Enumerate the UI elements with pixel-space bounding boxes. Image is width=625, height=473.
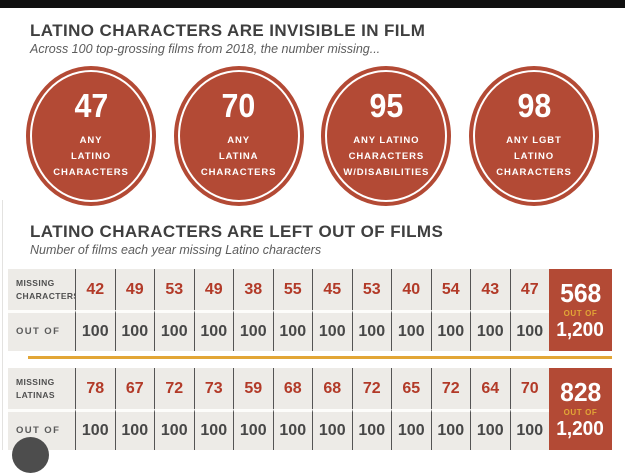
missing-value-cell: 64 (470, 368, 510, 409)
stat-label: ANY LATINO CHARACTERS (53, 135, 129, 178)
stat-value: 70 (221, 87, 256, 124)
section1-title: LATINO CHARACTERS ARE INVISIBLE IN FILM (30, 21, 426, 40)
out-of-value-cell: 100 (391, 310, 431, 351)
row-label-out-of: OUT OF (8, 310, 75, 351)
out-of-value-cell: 100 (430, 310, 470, 351)
missing-value-cell: 67 (114, 368, 154, 409)
stat-circle-any-latina: 70 ANY LATINA CHARACTERS (173, 66, 304, 206)
missing-value-cell: 38 (233, 269, 273, 310)
out-of-value-cell: 100 (470, 310, 510, 351)
out-of-value-cell: 100 (154, 409, 194, 450)
missing-value-cell: 68 (312, 368, 352, 409)
missing-value-cell: 72 (430, 368, 470, 409)
stat-value: 47 (74, 87, 108, 124)
out-of-value-cell: 100 (233, 409, 273, 450)
missing-value-cell: 54 (430, 269, 470, 310)
missing-value-cell: 49 (193, 269, 233, 310)
missing-value-cell: 55 (272, 269, 312, 310)
decorative-corner-circle (12, 437, 49, 473)
missing-value-cell: 42 (75, 269, 115, 310)
missing-value-cell: 78 (75, 368, 115, 409)
out-of-value-cell: 100 (470, 409, 510, 450)
row-label-missing-latinas: MISSING LATINAS (8, 368, 75, 409)
total-value: 568 (559, 278, 602, 308)
total-out-of-label: OUT OF (563, 408, 598, 417)
stat-circles-row: 47 ANY LATINO CHARACTERS 70 ANY LATINA C… (0, 66, 625, 206)
page-left-edge-line (2, 200, 3, 450)
stat-label: ANY LATINA CHARACTERS (200, 135, 277, 178)
missing-value-cell: 47 (509, 269, 549, 310)
stat-circle-latino-disabilities: 95 ANY LATINO CHARACTERS W/DISABILITIES (321, 66, 452, 206)
section-invisible-header: LATINO CHARACTERS ARE INVISIBLE IN FILM … (0, 21, 625, 56)
total-denominator: 1,200 (556, 418, 605, 440)
missing-value-cell: 49 (114, 269, 154, 310)
stat-circle-any-latino: 47 ANY LATINO CHARACTERS (26, 66, 156, 206)
missing-latinas-table: MISSING LATINAS 78 67 72 73 59 68 68 72 65 72 64 70… (8, 368, 612, 450)
missing-value-cell: 68 (272, 368, 312, 409)
section-left-out-header: LATINO CHARACTERS ARE LEFT OUT OF FILMS … (0, 222, 625, 257)
out-of-value-cell: 100 (114, 310, 154, 351)
out-of-value-cell: 100 (351, 310, 391, 351)
out-of-value-cell: 100 (312, 310, 352, 351)
stat-value: 98 (517, 87, 551, 124)
total-block-missing-latinas: 828 OUT OF 1,200 (549, 368, 612, 450)
out-of-value-cell: 100 (430, 409, 470, 450)
out-of-value-cell: 100 (75, 409, 115, 450)
out-of-value-cell: 100 (193, 409, 233, 450)
missing-value-cell: 72 (351, 368, 391, 409)
out-of-value-cell: 100 (233, 310, 273, 351)
out-of-value-cell: 100 (509, 409, 549, 450)
top-black-bar (0, 0, 625, 8)
missing-value-cell: 72 (154, 368, 194, 409)
missing-value-cell: 59 (233, 368, 273, 409)
stat-circle-lgbt-latino: 98 ANY LGBT LATINO CHARACTERS (468, 66, 599, 206)
section1-subtitle: Across 100 top-grossing films from 2018,… (30, 42, 381, 56)
missing-characters-table: MISSING CHARACTERS 42 49 53 49 38 55 45 53 40 54 4… (8, 269, 612, 351)
missing-value-cell: 40 (391, 269, 431, 310)
stat-label: ANY LGBT LATINO CHARACTERS (496, 135, 572, 178)
out-of-value-cell: 100 (272, 409, 312, 450)
stat-value: 95 (369, 87, 404, 124)
out-of-value-cell: 100 (351, 409, 391, 450)
out-of-value-cell: 100 (272, 310, 312, 351)
missing-value-cell: 65 (391, 368, 431, 409)
missing-value-cell: 53 (154, 269, 194, 310)
section2-title: LATINO CHARACTERS ARE LEFT OUT OF FILMS (30, 222, 444, 241)
total-denominator: 1,200 (556, 319, 605, 341)
total-block-missing-characters: 568 OUT OF 1,200 (549, 269, 612, 351)
missing-value-cell: 43 (470, 269, 510, 310)
total-out-of-label: OUT OF (563, 309, 598, 318)
stat-label: ANY LATINO CHARACTERS W/DISABILITIES (343, 135, 430, 178)
row-label-missing-characters: MISSING CHARACTERS (8, 269, 79, 310)
out-of-value-cell: 100 (193, 310, 233, 351)
out-of-value-cell: 100 (509, 310, 549, 351)
total-value: 828 (559, 377, 602, 407)
out-of-value-cell: 100 (154, 310, 194, 351)
missing-value-cell: 73 (193, 368, 233, 409)
out-of-value-cell: 100 (312, 409, 352, 450)
missing-value-cell: 70 (509, 368, 549, 409)
section2-subtitle: Number of films each year missing Latino… (30, 243, 322, 257)
out-of-value-cell: 100 (75, 310, 115, 351)
missing-value-cell: 45 (312, 269, 352, 310)
out-of-value-cell: 100 (114, 409, 154, 450)
missing-value-cell: 53 (351, 269, 391, 310)
out-of-value-cell: 100 (391, 409, 431, 450)
gold-divider (28, 356, 612, 359)
